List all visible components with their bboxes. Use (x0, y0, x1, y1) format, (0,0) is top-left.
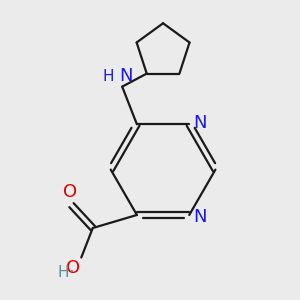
Text: H: H (103, 69, 114, 84)
Text: N: N (120, 67, 133, 85)
Text: O: O (65, 259, 80, 277)
Text: H: H (57, 265, 69, 280)
Text: ·: · (68, 263, 74, 281)
Text: O: O (63, 183, 77, 201)
Text: N: N (194, 114, 207, 132)
Text: N: N (194, 208, 207, 226)
